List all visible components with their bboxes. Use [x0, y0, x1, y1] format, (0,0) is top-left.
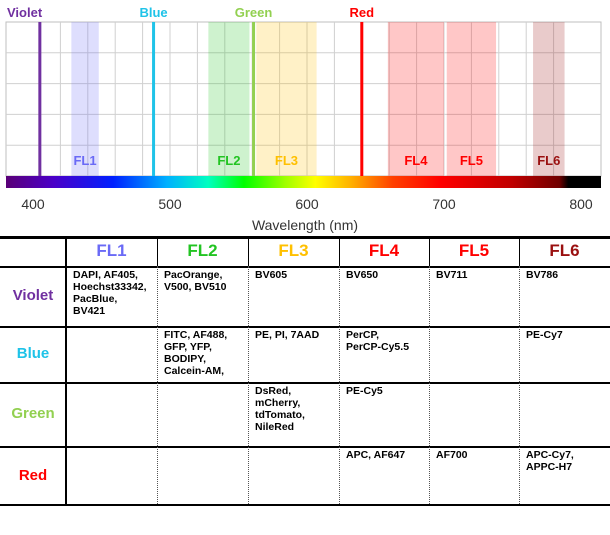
laser-label-violet: Violet — [7, 5, 43, 20]
table-header-divider — [248, 236, 249, 266]
axis-tick-label: 700 — [432, 196, 456, 212]
table-cell: BV605 — [255, 269, 288, 281]
row-header-green: Green — [11, 405, 55, 422]
table-divider — [65, 236, 67, 506]
table-header-divider — [339, 236, 340, 266]
table-rule — [0, 236, 610, 239]
table-header-divider — [429, 236, 430, 266]
table-cell: DsRed, mCherry, tdTomato, NileRed — [255, 385, 305, 433]
filter-label-fl1: FL1 — [73, 153, 96, 168]
filter-bands: FL1 FL2 FL3 FL4 FL5 FL6 — [71, 22, 565, 176]
laser-lines: Violet Blue Green Red — [7, 5, 374, 176]
table-header-divider — [519, 236, 520, 266]
table-column-divider — [248, 266, 249, 504]
table-cell — [429, 382, 519, 446]
table-rule — [0, 446, 610, 448]
table-column-divider — [339, 266, 340, 504]
column-header-fl5: FL5 — [458, 241, 490, 260]
table-cell — [248, 446, 339, 506]
filter-band-fl6 — [533, 22, 565, 176]
laser-label-blue: Blue — [139, 5, 167, 20]
spectrum-chart: FL1 FL2 FL3 FL4 FL5 FL6 Violet Blue Green Red 40… — [5, 5, 602, 233]
table-cell: FITC, AF488, GFP, YFP, BODIPY, Calcein-A… — [164, 329, 228, 377]
column-header-fl3: FL3 — [278, 241, 309, 260]
table-header-divider — [157, 236, 158, 266]
filter-label-fl6: FL6 — [537, 153, 560, 168]
table-cell: PE-Cy7 — [526, 329, 563, 341]
axis-label: Wavelength (nm) — [252, 217, 358, 233]
table-cell — [157, 446, 248, 506]
table-cell: PerCP, PerCP-Cy5.5 — [346, 329, 410, 353]
table-cell: PE, PI, 7AAD — [255, 329, 320, 341]
table-rule — [0, 266, 610, 268]
table-cell: BV786 — [526, 269, 559, 281]
row-header-red: Red — [18, 467, 48, 484]
table-cell — [66, 446, 157, 506]
filter-band-fl5 — [446, 22, 497, 176]
filter-band-fl2 — [208, 22, 250, 176]
table-cell: BV711 — [436, 269, 468, 281]
table-cell: PE-Cy5 — [346, 385, 383, 397]
laser-label-red: Red — [350, 5, 375, 20]
dye-table: FL1 FL2 FL3 FL4 FL5 FL6 Violet DAPI, AF405, Hoe… — [0, 236, 610, 506]
table-cell: BV650 — [346, 269, 379, 281]
table-cell — [519, 382, 610, 446]
table-cell — [429, 326, 519, 382]
table-cell: PacOrange, V500, BV510 — [164, 269, 227, 293]
table-column-divider — [157, 266, 158, 504]
table-cell — [66, 382, 157, 446]
column-header-fl1: FL1 — [96, 241, 127, 260]
laser-line-green — [252, 22, 256, 176]
table-cell — [66, 326, 157, 382]
row-header-violet: Violet — [12, 287, 54, 304]
filter-band-fl1 — [71, 22, 99, 176]
filter-label-fl3: FL3 — [275, 153, 298, 168]
table-column-divider — [429, 266, 430, 504]
laser-line-violet — [38, 22, 42, 176]
table-column-divider — [519, 266, 520, 504]
column-header-fl2: FL2 — [187, 241, 218, 260]
row-header-blue: Blue — [16, 345, 50, 362]
filter-band-fl3 — [256, 22, 317, 176]
column-header-fl4: FL4 — [368, 241, 400, 260]
axis-tick-label: 600 — [295, 196, 319, 212]
filter-label-fl4: FL4 — [404, 153, 428, 168]
table-cell: APC, AF647 — [346, 449, 406, 461]
table-cell — [157, 382, 248, 446]
table-cell: APC-Cy7, APPC-H7 — [526, 449, 574, 473]
table-rule — [0, 326, 610, 328]
axis-tick-label: 400 — [21, 196, 45, 212]
laser-label-green: Green — [235, 5, 273, 20]
axis-ticks: 400 500 600 700 800 — [21, 196, 593, 212]
filter-label-fl2: FL2 — [217, 153, 240, 168]
table-rule — [0, 504, 610, 506]
table-cell: AF700 — [436, 449, 468, 461]
table-rule — [0, 382, 610, 384]
axis-tick-label: 800 — [569, 196, 593, 212]
filter-band-fl4 — [387, 22, 444, 176]
laser-line-blue — [152, 22, 156, 176]
filter-label-fl5: FL5 — [460, 153, 483, 168]
axis-tick-label: 500 — [158, 196, 182, 212]
table-cell: DAPI, AF405, Hoechst33342, PacBlue, BV42… — [73, 269, 147, 317]
laser-line-red — [360, 22, 364, 176]
column-header-fl6: FL6 — [549, 241, 580, 260]
spectrum-bar — [6, 176, 601, 188]
